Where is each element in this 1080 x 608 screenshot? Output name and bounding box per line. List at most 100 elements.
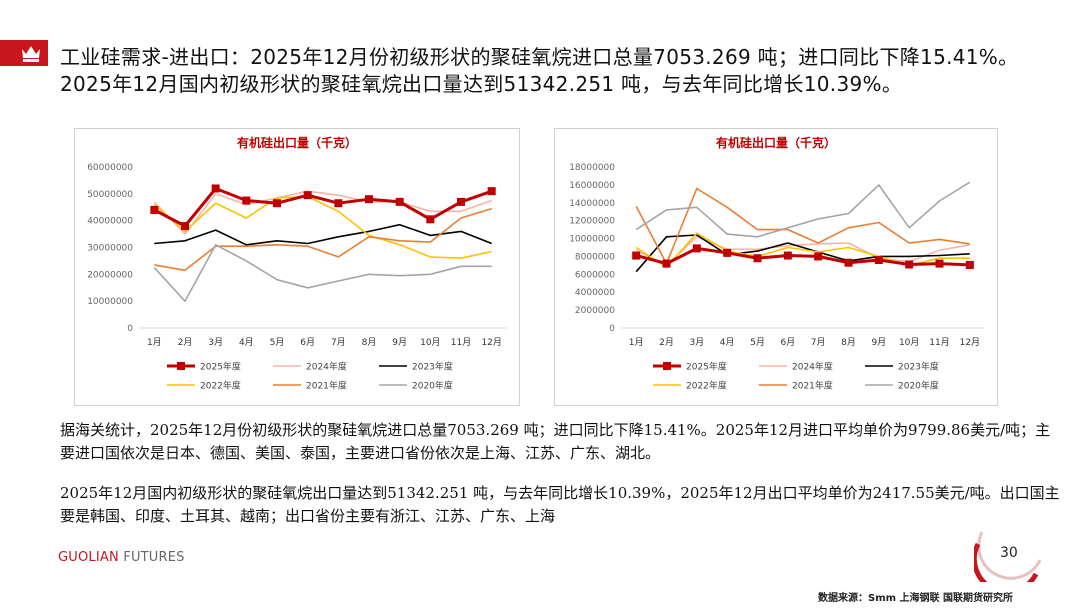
page-number: 30 bbox=[1000, 545, 1018, 561]
chart-2-series-2025年度-point bbox=[662, 259, 671, 268]
chart-right-svg: 有机硅出口量（千克） 0 2000000 4000000 6000000 8000000 1… bbox=[569, 135, 985, 392]
chart-2-y-tick-label: 12000000 bbox=[569, 217, 615, 227]
chart-2-x-tick-label: 1月 bbox=[629, 337, 644, 348]
chart-2-y-tick-label: 18000000 bbox=[569, 163, 615, 173]
chart-2-legend-label: 2022年度 bbox=[686, 380, 727, 392]
chart-2-x-tick-label: 11月 bbox=[929, 337, 949, 348]
chart-2-series-2020年度-line bbox=[635, 181, 971, 238]
chart-1-series-2025年度-point bbox=[242, 196, 251, 205]
chart-1-y-tick-label: 20000000 bbox=[87, 270, 133, 280]
chart-1-x-tick-label: 6月 bbox=[300, 337, 315, 348]
chart-1-title: 有机硅出口量（千克） bbox=[237, 135, 357, 150]
chart-1-x-tick-label: 7月 bbox=[331, 337, 346, 348]
chart-2-legend-label: 2023年度 bbox=[898, 361, 939, 373]
chart-2-y-tick-label: 14000000 bbox=[569, 199, 615, 209]
chart-2-y-tick-label: 2000000 bbox=[575, 306, 615, 316]
chart-1-legend-label: 2024年度 bbox=[306, 361, 347, 373]
chart-1-series-2022年度-line bbox=[153, 195, 492, 259]
brand-sub: FUTURES bbox=[123, 550, 185, 565]
chart-2-series-2025年度-point bbox=[692, 244, 701, 253]
brand-main: GUOLIAN bbox=[58, 550, 119, 565]
chart-2-series-2022年度-line bbox=[635, 232, 970, 268]
chart-1-series-2025年度-point bbox=[487, 187, 496, 196]
chart-2-y-tick-label: 10000000 bbox=[569, 235, 615, 245]
chart-left-panel: 有机硅出口量（千克） 0 10000000 20000000 30000000 40000… bbox=[74, 128, 520, 406]
chart-1-series-2025年度-point bbox=[365, 195, 373, 204]
chart-2-y-tick-label: 6000000 bbox=[575, 270, 615, 280]
chart-2-x-tick-label: 8月 bbox=[841, 337, 856, 348]
chart-2-series-2025年度-line bbox=[635, 246, 970, 267]
chart-2-y-tick-label: 8000000 bbox=[575, 252, 615, 262]
chart-1-x-tick-label: 3月 bbox=[208, 337, 223, 348]
company-brand: GUOLIAN FUTURES bbox=[58, 550, 185, 565]
chart-1-legend-label: 2022年度 bbox=[200, 380, 241, 392]
chart-1-y-tick-label: 60000000 bbox=[87, 163, 133, 173]
chart-1-legend-label: 2023年度 bbox=[412, 361, 453, 373]
chart-2-legend-label: 2021年度 bbox=[792, 380, 833, 392]
chart-2-series-2023年度-line bbox=[635, 234, 970, 273]
chart-1-y-tick-label: 50000000 bbox=[87, 190, 133, 200]
chart-2-series-2025年度-point bbox=[814, 252, 823, 261]
chart-2-series-2025年度-point bbox=[844, 258, 853, 267]
chart-1-legend-label: 2025年度 bbox=[200, 361, 241, 373]
chart-2-legend-marker bbox=[663, 362, 671, 370]
export-paragraph: 2025年12月国内初级形状的聚硅氧烷出口量达到51342.251 吨，与去年同… bbox=[60, 484, 1060, 525]
chart-2-x-tick-label: 10月 bbox=[899, 337, 919, 348]
chart-2-title: 有机硅出口量（千克） bbox=[716, 135, 836, 150]
chart-1-series-2025年度-point bbox=[181, 222, 189, 231]
chart-1-series-2025年度-point bbox=[303, 191, 312, 200]
chart-2-x-tick-label: 2月 bbox=[659, 337, 674, 348]
chart-1-series-2021年度-line bbox=[154, 207, 492, 272]
chart-1-series-2025年度-point bbox=[211, 184, 220, 193]
chart-1-series-2025年度-point bbox=[150, 205, 159, 214]
chart-2-y-tick-label: 16000000 bbox=[569, 181, 615, 191]
chart-2-series-2025年度-point bbox=[905, 260, 914, 269]
chart-2-series-2025年度-point bbox=[753, 254, 762, 263]
chart-2-legend-label: 2024年度 bbox=[792, 361, 833, 373]
chart-2-legend-label: 2020年度 bbox=[898, 380, 939, 392]
chart-2-x-tick-label: 5月 bbox=[750, 337, 765, 348]
chart-right-panel: 有机硅出口量（千克） 0 2000000 4000000 6000000 8000000 1… bbox=[554, 128, 998, 406]
chart-2-x-tick-label: 4月 bbox=[720, 337, 735, 348]
chart-1-x-tick-label: 8月 bbox=[362, 337, 377, 348]
chart-2-series-2025年度-point bbox=[632, 251, 641, 260]
chart-1-legend-label: 2021年度 bbox=[306, 380, 347, 392]
chart-1-x-tick-label: 12月 bbox=[481, 337, 501, 348]
chart-1-legend-label: 2020年度 bbox=[412, 380, 453, 392]
chart-1-x-tick-label: 10月 bbox=[420, 337, 440, 348]
chart-1-series-2025年度-point bbox=[273, 199, 281, 208]
chart-1-x-tick-label: 1月 bbox=[147, 337, 162, 348]
import-paragraph: 据海关统计，2025年12月份初级形状的聚硅氧烷进口总量7053.269 吨；进… bbox=[60, 421, 1051, 462]
chart-2-x-tick-label: 7月 bbox=[811, 337, 826, 348]
chart-1-x-tick-label: 5月 bbox=[270, 337, 285, 348]
chart-1-x-tick-label: 11月 bbox=[451, 337, 471, 348]
chart-1-y-tick-label: 40000000 bbox=[87, 217, 133, 227]
chart-2-y-tick-label: 4000000 bbox=[575, 288, 615, 298]
chart-1-series-2023年度-line bbox=[154, 223, 492, 246]
chart-2-x-tick-label: 3月 bbox=[689, 337, 704, 348]
chart-1-x-tick-label: 4月 bbox=[239, 337, 254, 348]
chart-1-y-tick-label: 10000000 bbox=[87, 297, 133, 307]
chart-1-y-tick-label: 0 bbox=[127, 324, 133, 334]
chart-2-series-2025年度-point bbox=[783, 251, 792, 260]
chart-2-legend-label: 2025年度 bbox=[686, 361, 727, 373]
chart-1-series-2024年度-line bbox=[153, 190, 492, 235]
chart-2-series-2025年度-point bbox=[723, 248, 732, 257]
chart-1-series-2025年度-line bbox=[153, 187, 493, 228]
chart-1-x-tick-label: 2月 bbox=[178, 337, 193, 348]
chart-1-series-2025年度-point bbox=[457, 197, 465, 206]
data-source-note: 数据来源：Smm 上海钢联 国联期货研究所 bbox=[818, 593, 1014, 604]
chart-1-series-2025年度-point bbox=[426, 215, 435, 224]
chart-2-series-2021年度-line bbox=[635, 187, 970, 265]
chart-1-series-2025年度-point bbox=[395, 197, 404, 206]
chart-2-x-tick-label: 9月 bbox=[871, 337, 886, 348]
chart-2-series-2024年度-line bbox=[635, 236, 970, 267]
chart-2-x-tick-label: 12月 bbox=[960, 337, 980, 348]
header-accent-bar bbox=[0, 40, 48, 66]
chart-2-series-2025年度-point bbox=[965, 260, 974, 269]
chart-2-series-2025年度-point bbox=[935, 259, 944, 268]
crown-icon bbox=[22, 46, 40, 62]
chart-1-series-2020年度-line bbox=[153, 244, 492, 302]
page-corner-decoration-icon bbox=[974, 531, 1042, 582]
chart-1-legend-marker bbox=[177, 362, 185, 370]
